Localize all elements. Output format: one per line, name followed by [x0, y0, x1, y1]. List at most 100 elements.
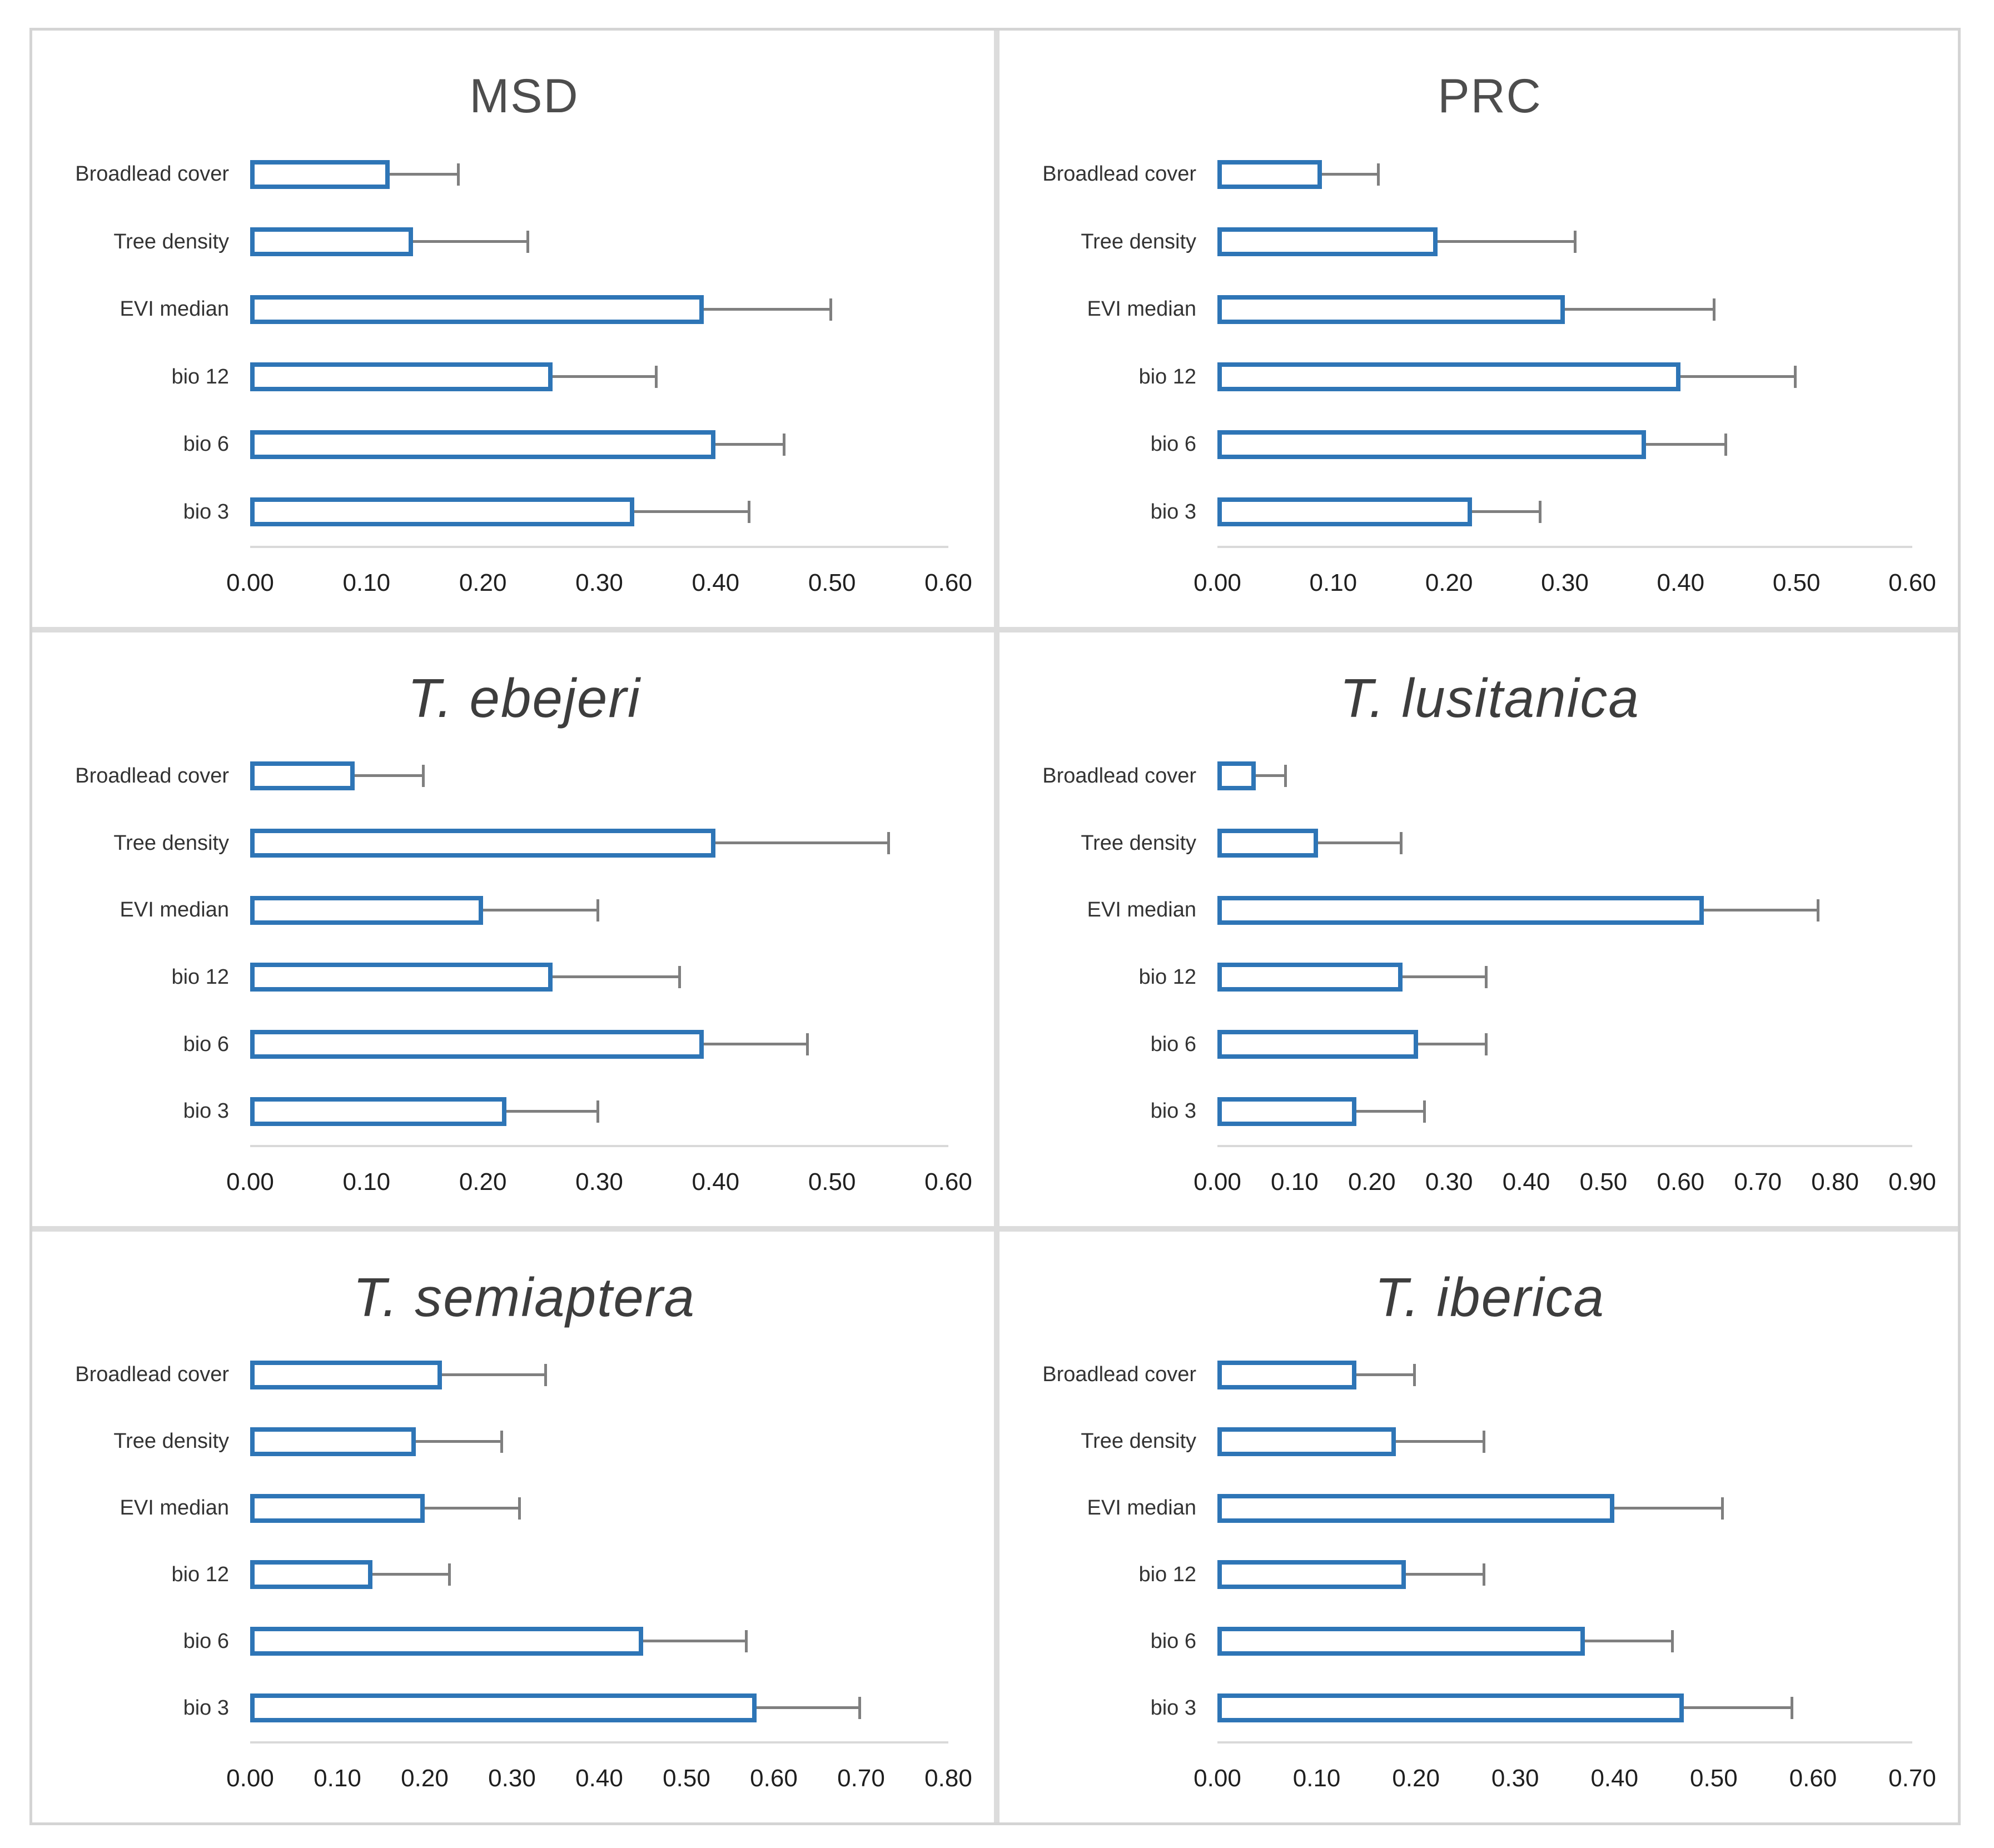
error-bar	[1321, 163, 1380, 186]
error-line	[704, 1043, 806, 1046]
plot-area	[1217, 1541, 1912, 1608]
tick-label: 0.30	[1425, 1168, 1473, 1196]
bar-rows: Broadlead cover Tree density EVI median bio…	[54, 141, 994, 546]
bar-row: Tree density	[54, 1408, 994, 1475]
error-line	[1680, 375, 1794, 378]
axis-line	[1217, 546, 1912, 548]
bar	[250, 1560, 372, 1590]
tick-label: 0.20	[1347, 1168, 1396, 1196]
panel-title: PRC	[1438, 69, 1542, 123]
bar	[250, 1627, 643, 1656]
error-line	[634, 510, 748, 514]
error-line	[704, 307, 829, 311]
chart-panel: T. ebejeri Broadlead cover Tree density EV…	[32, 632, 1000, 1232]
tick-label: 0.20	[459, 1168, 507, 1196]
error-bar	[425, 1497, 521, 1520]
error-bar	[1317, 832, 1403, 854]
tick-label: 0.50	[1690, 1765, 1738, 1792]
category-label: Broadlead cover	[75, 764, 229, 788]
plot-area	[1217, 743, 1912, 810]
tick-label: 0.70	[837, 1765, 885, 1792]
error-line	[643, 1640, 745, 1643]
category-label: bio 12	[1138, 965, 1196, 989]
category-label: Tree density	[113, 831, 229, 855]
plot-area	[1217, 141, 1912, 208]
error-line	[1356, 1373, 1414, 1376]
tick-label: 0.40	[1502, 1168, 1550, 1196]
bar-row: bio 6	[1022, 411, 1958, 479]
bar	[1217, 362, 1681, 392]
plot-area	[250, 1011, 948, 1078]
tick-label: 0.50	[808, 1168, 856, 1196]
bar-row: Broadlead cover	[54, 743, 994, 810]
error-bar	[1256, 765, 1287, 788]
tick-label: 0.40	[692, 569, 740, 596]
tick-label: 0.60	[924, 1168, 972, 1196]
axis-line	[250, 1145, 948, 1147]
error-line	[1256, 774, 1284, 778]
category-label: EVI median	[120, 898, 229, 922]
bar-rows: Broadlead cover Tree density EVI median bio…	[54, 1342, 994, 1741]
bar	[250, 430, 716, 459]
error-line	[483, 908, 596, 911]
error-line	[1614, 1506, 1721, 1510]
bar-rows: Broadlead cover Tree density EVI median bio…	[1022, 1342, 1958, 1741]
x-axis: 0.00 0.10 0.20 0.30 0.40 0.50 0.60 0.70 0.80	[226, 1741, 972, 1807]
plot-area	[1217, 876, 1912, 944]
category-label: Broadlead cover	[1042, 764, 1196, 788]
bar-row: bio 3	[54, 479, 994, 546]
plot-area	[250, 141, 948, 208]
category-label: EVI median	[1087, 297, 1196, 321]
bar	[1217, 295, 1565, 324]
bar	[1217, 1427, 1396, 1456]
tick-label: 0.30	[1491, 1765, 1539, 1792]
bar	[1217, 497, 1473, 527]
error-bar	[372, 1563, 451, 1586]
bar-row: EVI median	[54, 1475, 994, 1542]
chart-panel: T. iberica Broadlead cover Tree density EV…	[1000, 1232, 1958, 1822]
error-line	[715, 841, 888, 844]
category-label: bio 12	[171, 965, 229, 989]
category-label: Tree density	[1081, 1429, 1196, 1453]
bar-row: bio 12	[54, 343, 994, 411]
category-label: Tree density	[1081, 230, 1196, 253]
bar	[1217, 1030, 1419, 1059]
plot-area	[250, 1078, 948, 1145]
chart-panel: MSD Broadlead cover Tree density EVI media…	[32, 31, 1000, 632]
category-label: Tree density	[1081, 831, 1196, 855]
bar	[1217, 160, 1322, 189]
error-line	[1584, 1640, 1672, 1643]
bar	[250, 362, 553, 392]
tick-label: 0.50	[1772, 569, 1821, 596]
category-label: bio 6	[183, 1032, 229, 1056]
error-line	[1704, 908, 1817, 911]
error-bar	[1614, 1497, 1724, 1520]
tick-label: 0.80	[924, 1765, 972, 1792]
error-bar	[483, 899, 599, 921]
bar-row: bio 3	[54, 1078, 994, 1145]
error-bar	[704, 298, 832, 321]
error-line	[390, 172, 457, 176]
bar	[250, 895, 483, 925]
error-line	[1317, 841, 1400, 844]
tick-label: 0.30	[488, 1765, 536, 1792]
error-bar	[413, 231, 530, 253]
tick-label: 0.00	[1194, 1168, 1241, 1196]
tick-label: 0.70	[1734, 1168, 1782, 1196]
chart-grid: MSD Broadlead cover Tree density EVI media…	[32, 31, 1958, 1822]
bar-row: bio 6	[54, 411, 994, 479]
error-line	[1403, 975, 1485, 979]
error-line	[715, 442, 783, 446]
bar	[1217, 1097, 1356, 1126]
bar-row: bio 12	[1022, 944, 1958, 1011]
bar-row: Broadlead cover	[1022, 141, 1958, 208]
plot-area	[1217, 1675, 1912, 1741]
error-bar	[1645, 433, 1727, 456]
error-bar	[553, 366, 658, 388]
bar-row: Broadlead cover	[54, 1342, 994, 1408]
bar-row: Tree density	[1022, 1408, 1958, 1475]
bar-row: bio 6	[1022, 1011, 1958, 1078]
x-axis: 0.00 0.10 0.20 0.30 0.40 0.50 0.60	[226, 1145, 972, 1211]
category-label: Broadlead cover	[1042, 1363, 1196, 1387]
tick-label: 0.10	[1271, 1168, 1319, 1196]
